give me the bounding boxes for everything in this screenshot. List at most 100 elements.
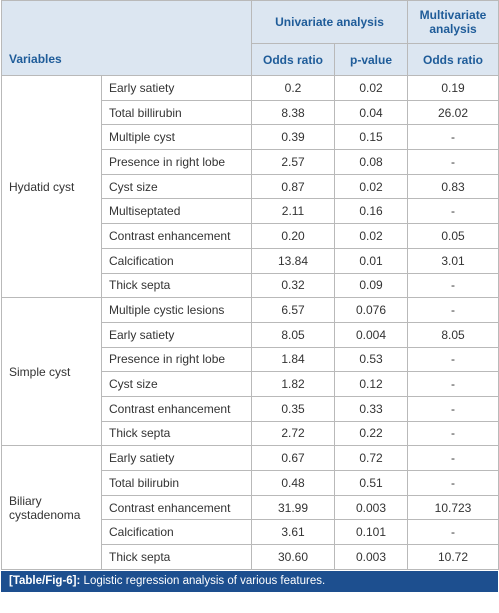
value-cell: - <box>407 420 499 447</box>
header-cell: Univariate analysis <box>250 0 409 44</box>
variable-cell: Calcification <box>101 519 252 546</box>
value-cell: 2.57 <box>251 149 335 175</box>
value-cell: 8.05 <box>407 321 499 348</box>
header-cell <box>1 0 252 44</box>
value-cell: 2.11 <box>251 198 335 225</box>
variable-cell: Calcification <box>101 247 252 274</box>
table-figure: Univariate analysis Multivariate analysi… <box>1 0 499 592</box>
table-row: Presence in right lobe 2.57 0.08- <box>2 149 499 175</box>
variable-cell: Total billirubin <box>101 99 252 126</box>
value-cell: - <box>407 470 499 496</box>
value-cell: - <box>407 198 499 225</box>
value-cell: 0.16 <box>333 198 409 225</box>
variable-cell: Early satiety <box>101 75 252 101</box>
variable-cell: Thick septa <box>101 544 252 570</box>
value-cell: 1.84 <box>251 346 335 373</box>
value-cell: 3.61 <box>251 519 335 546</box>
value-cell: - <box>407 346 499 373</box>
value-cell: 1.82 <box>251 371 335 397</box>
table-row: Thick septa 30.60 0.003 10.72 <box>2 544 499 570</box>
value-cell: 0.08 <box>333 149 409 175</box>
variable-cell: Cyst size <box>101 173 252 200</box>
variable-cell: Multiseptated <box>101 198 252 225</box>
table-row: Total billirubin 8.38 0.04 26.02 <box>2 99 499 126</box>
value-cell: - <box>407 395 499 422</box>
value-cell: 0.09 <box>333 272 409 299</box>
variable-cell: Multiple cyst <box>101 124 252 151</box>
caption-label: [Table/Fig-6]: <box>9 574 81 587</box>
value-cell: 0.87 <box>251 173 335 200</box>
value-cell: 10.72 <box>407 544 499 570</box>
table-row: Presence in right lobe 1.84 0.53- <box>2 346 499 373</box>
value-cell: 0.39 <box>251 124 335 151</box>
variable-cell: Contrast enhancement <box>101 395 252 422</box>
caption-text: Logistic regression analysis of various … <box>83 574 326 587</box>
value-cell: 30.60 <box>251 544 335 570</box>
value-cell: 0.12 <box>333 371 409 397</box>
value-cell: 0.02 <box>333 173 409 200</box>
value-cell: 13.84 <box>251 247 335 274</box>
group-cell: Simple cyst <box>1 297 102 447</box>
value-cell: - <box>407 124 499 151</box>
value-cell: 0.01 <box>333 247 409 274</box>
value-cell: 8.05 <box>251 321 335 348</box>
value-cell: 0.53 <box>333 346 409 373</box>
value-cell: 10.723 <box>407 494 499 521</box>
value-cell: - <box>407 297 499 323</box>
header-cell: Odds ratio <box>251 43 335 76</box>
value-cell: 26.02 <box>407 99 499 126</box>
value-cell: 0.076 <box>333 297 409 323</box>
value-cell: 0.003 <box>333 494 409 521</box>
value-cell: 0.101 <box>333 519 409 546</box>
table-row: Multiseptated 2.11 0.16- <box>2 198 499 225</box>
header-row: Variables Odds ratio p-value Odds ratio <box>1 43 499 76</box>
value-cell: 0.72 <box>333 445 409 471</box>
value-cell: - <box>407 445 499 471</box>
variable-cell: Thick septa <box>101 420 252 447</box>
value-cell: 8.38 <box>251 99 335 126</box>
value-cell: 0.22 <box>333 420 409 447</box>
value-cell: 0.48 <box>251 470 335 496</box>
value-cell: 0.32 <box>251 272 335 299</box>
value-cell: 0.20 <box>251 223 335 249</box>
variable-cell: Thick septa <box>101 272 252 299</box>
value-cell: 6.57 <box>251 297 335 323</box>
group-cell: Hydatid cyst <box>1 74 102 299</box>
value-cell: 0.02 <box>333 75 409 101</box>
variable-cell: Presence in right lobe <box>101 346 252 373</box>
value-cell: 0.83 <box>407 173 499 200</box>
value-cell: 0.67 <box>251 445 335 471</box>
table-row: Total bilirubin 0.48 0.51- <box>2 470 499 496</box>
variable-cell: Early satiety <box>101 445 252 471</box>
variable-cell: Total bilirubin <box>101 470 252 496</box>
value-cell: 3.01 <box>407 247 499 274</box>
value-cell: 0.04 <box>333 99 409 126</box>
table-row: Contrast enhancement 0.20 0.02 0.05 <box>2 223 499 249</box>
variable-cell: Early satiety <box>101 321 252 348</box>
variable-cell: Contrast enhancement <box>101 223 252 249</box>
value-cell: 0.51 <box>333 470 409 496</box>
value-cell: 0.003 <box>333 544 409 570</box>
table-body: Hydatid cyst Early satiety 0.2 0.02 0.19 Tota… <box>1 74 499 570</box>
header-cell: Variables <box>1 43 252 76</box>
header-row: Univariate analysis Multivariate analysi… <box>1 0 499 44</box>
group-cell: Biliary cystadenoma <box>1 445 102 570</box>
header-cell: Multivariate analysis <box>407 0 499 44</box>
value-cell: 0.15 <box>333 124 409 151</box>
header-cell: p-value <box>333 43 409 76</box>
value-cell: 0.02 <box>333 223 409 249</box>
value-cell: 0.2 <box>251 75 335 101</box>
table-row: Biliary cystadenoma Early satiety 0.67 0.72… <box>1 445 499 570</box>
value-cell: - <box>407 519 499 546</box>
value-cell: 0.35 <box>251 395 335 422</box>
value-cell: - <box>407 149 499 175</box>
variable-cell: Cyst size <box>101 371 252 397</box>
table-row: Simple cyst Multiple cystic lesions 6.57 0.… <box>1 297 499 447</box>
variable-cell: Contrast enhancement <box>101 494 252 521</box>
value-cell: - <box>407 371 499 397</box>
table-row: Hydatid cyst Early satiety 0.2 0.02 0.19 <box>1 74 499 299</box>
table-row: Thick septa 2.72 0.22- <box>2 420 499 447</box>
caption: [Table/Fig-6]: Logistic regression analy… <box>1 570 498 592</box>
table-row: Contrast enhancement 0.35 0.33- <box>2 395 499 422</box>
